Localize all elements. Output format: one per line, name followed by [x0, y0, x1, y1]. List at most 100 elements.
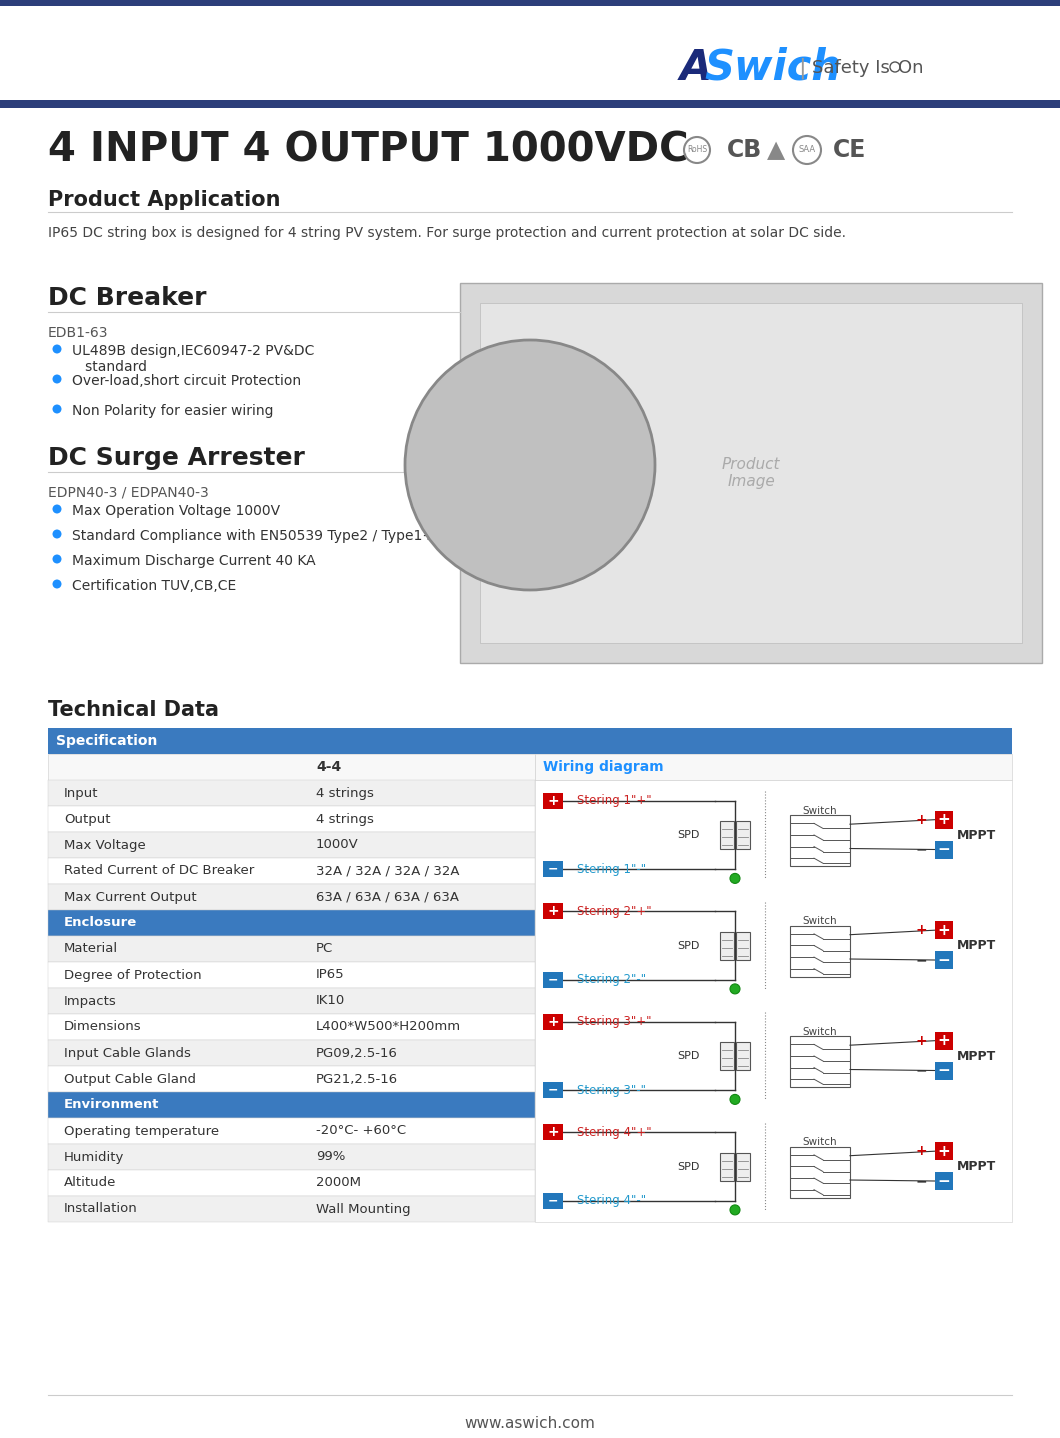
Text: +: + — [938, 1143, 951, 1159]
Text: EDPN40-3 / EDPAN40-3: EDPN40-3 / EDPAN40-3 — [48, 486, 209, 500]
Text: 4 INPUT 4 OUTPUT 1000VDC: 4 INPUT 4 OUTPUT 1000VDC — [48, 129, 689, 170]
Bar — [720, 1043, 734, 1070]
Text: Degree of Protection: Degree of Protection — [64, 969, 201, 982]
Text: +: + — [916, 812, 928, 827]
Text: Stering 4"-": Stering 4"-" — [577, 1195, 647, 1208]
Text: |: | — [798, 58, 806, 79]
Bar — [543, 1125, 563, 1140]
Text: EDB1-63: EDB1-63 — [48, 326, 108, 339]
Bar — [543, 1014, 563, 1030]
Text: −: − — [548, 863, 559, 876]
Bar — [0, 0, 1060, 6]
Text: −: − — [938, 843, 951, 857]
Text: Altitude: Altitude — [64, 1176, 117, 1189]
Text: IP65: IP65 — [316, 969, 344, 982]
Circle shape — [730, 984, 740, 994]
Bar — [543, 1083, 563, 1099]
Text: DC Surge Arrester: DC Surge Arrester — [48, 446, 305, 470]
Bar — [48, 884, 535, 910]
Text: PC: PC — [316, 942, 333, 955]
Text: Switch: Switch — [802, 916, 837, 926]
Bar — [535, 754, 1012, 779]
Text: Rated Current of DC Breaker: Rated Current of DC Breaker — [64, 864, 254, 877]
Circle shape — [53, 374, 61, 384]
Text: A: A — [681, 47, 712, 89]
Text: Installation: Installation — [64, 1202, 138, 1215]
Text: 4 strings: 4 strings — [316, 787, 374, 800]
Bar — [935, 951, 953, 969]
Text: PG21,2.5-16: PG21,2.5-16 — [316, 1073, 399, 1086]
Text: Over-load,short circuit Protection: Over-load,short circuit Protection — [72, 374, 301, 388]
Text: 63A / 63A / 63A / 63A: 63A / 63A / 63A / 63A — [316, 890, 459, 903]
Text: Certification TUV,CB,CE: Certification TUV,CB,CE — [72, 580, 236, 592]
Text: +: + — [547, 905, 559, 919]
Text: −: − — [938, 1173, 951, 1189]
Bar — [736, 1153, 750, 1181]
Text: Stering 1"-": Stering 1"-" — [577, 863, 647, 876]
Bar — [48, 1117, 535, 1145]
Text: −: − — [916, 953, 928, 966]
Text: Wall Mounting: Wall Mounting — [316, 1202, 410, 1215]
Bar — [720, 821, 734, 850]
Bar — [48, 988, 535, 1014]
Text: Product
Image: Product Image — [722, 457, 780, 489]
Text: Dimensions: Dimensions — [64, 1021, 142, 1034]
Text: Technical Data: Technical Data — [48, 700, 219, 720]
Text: Wiring diagram: Wiring diagram — [543, 761, 664, 774]
Text: +: + — [547, 1126, 559, 1139]
Bar — [790, 1037, 850, 1087]
Text: IP65 DC string box is designed for 4 string PV system. For surge protection and : IP65 DC string box is designed for 4 str… — [48, 226, 846, 240]
Bar — [790, 815, 850, 866]
Bar — [48, 1040, 535, 1066]
Text: 4-4: 4-4 — [316, 761, 341, 774]
Circle shape — [53, 529, 61, 538]
Bar — [935, 840, 953, 858]
Text: −: − — [938, 952, 951, 968]
Text: Max Current Output: Max Current Output — [64, 890, 196, 903]
Text: Stering 2"-": Stering 2"-" — [577, 974, 647, 986]
Text: +: + — [938, 923, 951, 938]
Bar — [48, 1145, 535, 1171]
Text: Humidity: Humidity — [64, 1150, 124, 1163]
Bar — [543, 861, 563, 877]
Text: Stering 2"+": Stering 2"+" — [577, 905, 652, 917]
Bar — [935, 1031, 953, 1050]
Text: L400*W500*H200mm: L400*W500*H200mm — [316, 1021, 461, 1034]
Text: Switch: Switch — [802, 805, 837, 815]
Text: SPD: SPD — [677, 1162, 700, 1172]
Text: Non Polarity for easier wiring: Non Polarity for easier wiring — [72, 404, 273, 418]
Bar — [48, 807, 535, 833]
Circle shape — [730, 873, 740, 883]
Text: −: − — [916, 843, 928, 857]
Text: -20°C- +60°C: -20°C- +60°C — [316, 1125, 406, 1137]
Bar — [720, 932, 734, 959]
Text: +: + — [547, 1015, 559, 1030]
Bar — [790, 1148, 850, 1198]
Bar — [736, 821, 750, 850]
Text: IK10: IK10 — [316, 995, 346, 1008]
Text: 1000V: 1000V — [316, 838, 358, 851]
Bar — [935, 922, 953, 939]
Bar — [48, 728, 1012, 754]
Text: Max Voltage: Max Voltage — [64, 838, 146, 851]
Text: SPD: SPD — [677, 940, 700, 951]
Text: MPPT: MPPT — [957, 1160, 996, 1173]
Text: −: − — [938, 1063, 951, 1078]
Text: MPPT: MPPT — [957, 939, 996, 952]
Bar — [460, 283, 1042, 663]
Text: −: − — [916, 1173, 928, 1188]
Text: +: + — [916, 1034, 928, 1048]
Bar — [48, 1196, 535, 1222]
Bar — [790, 926, 850, 976]
Text: +: + — [916, 1145, 928, 1158]
Text: Switch: Switch — [802, 1027, 837, 1037]
Circle shape — [53, 345, 61, 354]
Bar — [48, 754, 535, 779]
Text: SAA: SAA — [798, 145, 815, 154]
Text: Stering 1"+": Stering 1"+" — [577, 794, 652, 807]
Text: +: + — [547, 794, 559, 808]
Bar — [543, 903, 563, 919]
Text: 4 strings: 4 strings — [316, 812, 374, 825]
Text: Swich: Swich — [704, 47, 841, 89]
Text: Stering 3"-": Stering 3"-" — [577, 1084, 646, 1097]
